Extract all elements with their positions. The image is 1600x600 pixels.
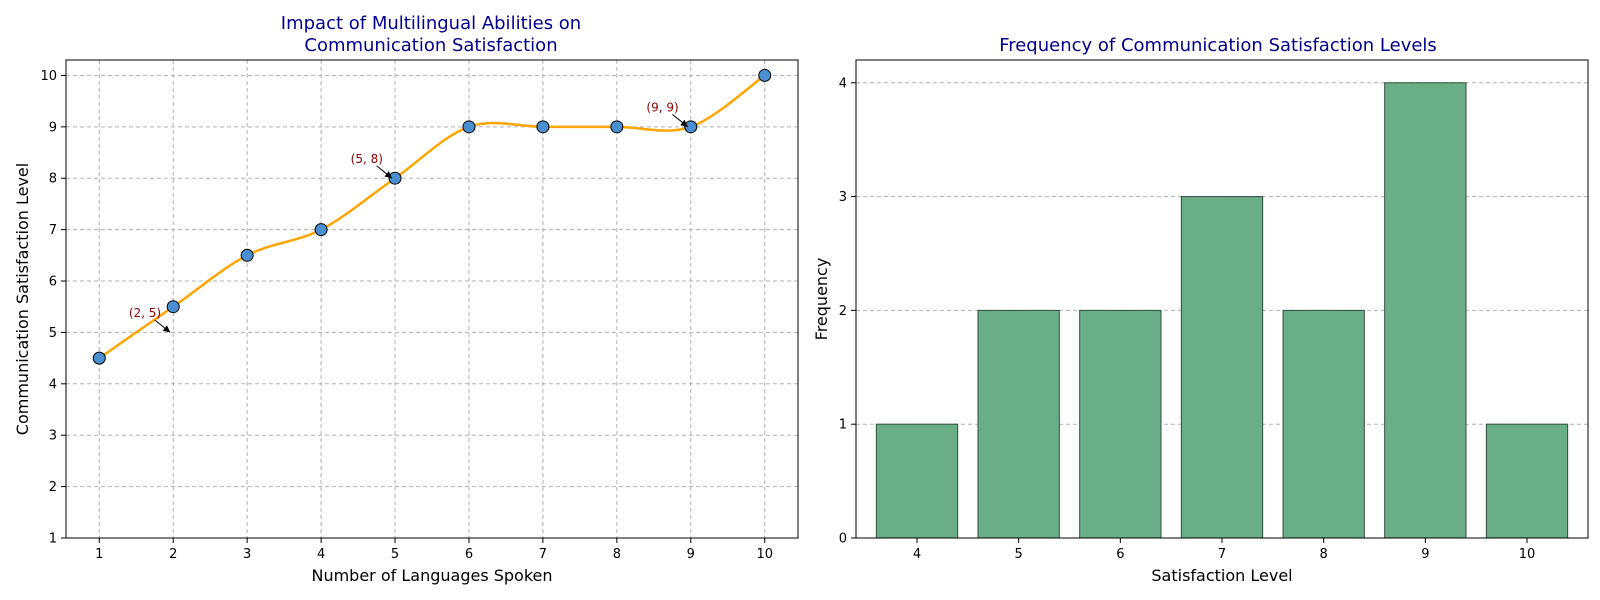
data-point [388, 171, 402, 185]
y-tick-label: 8 [49, 172, 57, 187]
x-tick-label: 10 [1519, 547, 1536, 562]
line-chart-x-axis-label: Number of Languages Spoken [311, 566, 552, 585]
data-point [610, 120, 624, 134]
bar-chart: Frequency of Communication Satisfaction … [812, 35, 1589, 585]
line-chart-frame [65, 59, 799, 539]
y-tick-label: 6 [49, 275, 57, 290]
x-tick-label: 6 [1116, 547, 1124, 562]
line-chart-title-line-1: Impact of Multilingual Abilities on [281, 13, 581, 34]
x-tick-label: 1 [95, 547, 103, 562]
data-point [684, 120, 698, 134]
data-point [92, 351, 106, 365]
bar [1485, 423, 1569, 539]
data-point [314, 223, 328, 237]
bar-chart-x-axis-label: Satisfaction Level [1151, 566, 1292, 585]
x-tick-label: 3 [243, 547, 251, 562]
bar [1180, 196, 1264, 539]
bar [1282, 309, 1365, 539]
data-point [536, 120, 550, 134]
bar-chart-ticks: 0 1 2 3 4 4 5 6 7 8 9 10 [839, 76, 1536, 562]
annotation-label: (2, 5) [129, 306, 161, 320]
series-line [98, 74, 766, 360]
x-tick-label: 4 [913, 547, 921, 562]
data-point [166, 300, 180, 314]
x-tick-label: 7 [1218, 547, 1226, 562]
y-tick-label: 10 [40, 69, 57, 84]
x-tick-label: 9 [1421, 547, 1429, 562]
x-tick-label: 5 [391, 547, 399, 562]
annotation-arrow [376, 165, 393, 179]
x-tick-label: 8 [613, 547, 621, 562]
bar [875, 423, 959, 539]
bar-chart-frame [855, 59, 1589, 539]
y-tick-label: 2 [839, 304, 847, 319]
annotation-arrow [672, 114, 689, 128]
line-chart-annotations: (2, 5) (5, 8) (9, 9) [129, 100, 689, 333]
line-chart: Impact of Multilingual Abilities on Comm… [13, 13, 799, 585]
bar [1079, 309, 1162, 539]
y-tick-label: 3 [839, 190, 847, 205]
annotation-label: (9, 9) [646, 100, 678, 114]
bar-chart-y-axis-label: Frequency [812, 258, 831, 341]
y-tick-label: 1 [839, 418, 847, 433]
data-point [240, 248, 254, 262]
annotation-label: (5, 8) [351, 152, 383, 166]
x-tick-label: 4 [317, 547, 325, 562]
x-tick-label: 2 [169, 547, 177, 562]
line-chart-markers [92, 68, 772, 365]
bar-chart-bars [875, 82, 1569, 539]
x-tick-label: 6 [465, 547, 473, 562]
bar [977, 309, 1060, 539]
line-chart-series [98, 74, 766, 360]
y-tick-label: 7 [49, 223, 57, 238]
line-chart-ticks: 1 2 3 4 5 6 7 8 9 10 1 2 3 4 5 6 7 8 9 10 [40, 69, 773, 562]
line-chart-title-line-2: Communication Satisfaction [304, 35, 557, 56]
x-tick-label: 5 [1015, 547, 1023, 562]
line-chart-grid [66, 60, 798, 539]
x-tick-label: 7 [539, 547, 547, 562]
x-tick-label: 8 [1320, 547, 1328, 562]
y-tick-label: 0 [839, 532, 847, 547]
annotation-arrow [154, 319, 171, 333]
x-tick-label: 9 [687, 547, 695, 562]
y-tick-label: 9 [49, 120, 57, 135]
data-point [462, 120, 476, 134]
y-tick-label: 5 [49, 326, 57, 341]
x-tick-label: 10 [756, 547, 773, 562]
data-point [758, 68, 772, 82]
bar [1384, 82, 1467, 539]
y-tick-label: 1 [49, 532, 57, 547]
line-chart-y-axis-label: Communication Satisfaction Level [13, 163, 32, 435]
bar-chart-title: Frequency of Communication Satisfaction … [999, 35, 1437, 56]
y-tick-label: 3 [49, 429, 57, 444]
y-tick-label: 4 [839, 76, 847, 91]
y-tick-label: 4 [49, 377, 57, 392]
y-tick-label: 2 [49, 480, 57, 495]
